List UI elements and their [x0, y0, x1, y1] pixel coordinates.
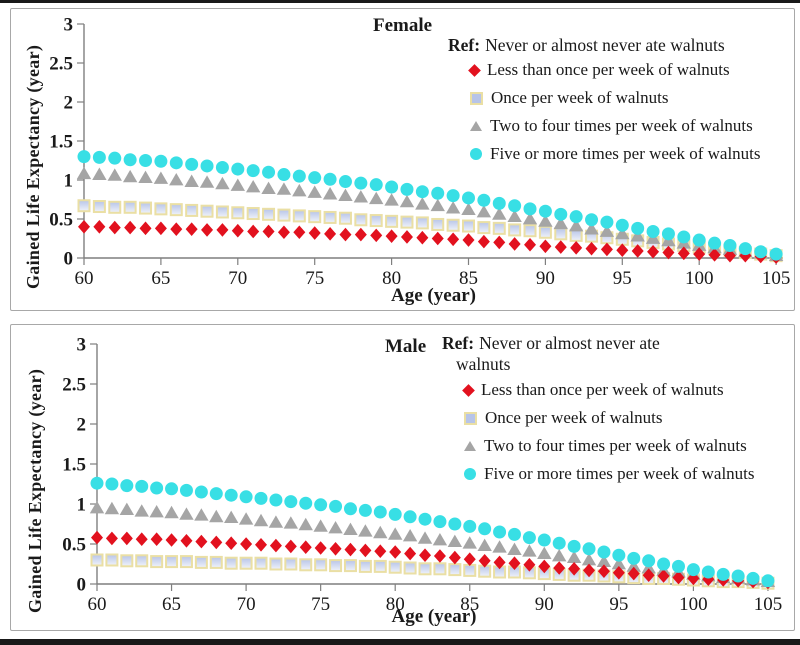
- legend-items: Less than once per week of walnuts Once …: [462, 379, 755, 485]
- figure-top-border: [0, 0, 800, 3]
- svg-text:65: 65: [162, 594, 181, 615]
- circle-marker-icon: [464, 468, 476, 480]
- legend-ref-label: Ref:: [448, 35, 481, 55]
- svg-text:2.5: 2.5: [62, 375, 86, 396]
- legend-item: Five or more times per week of walnuts: [464, 463, 755, 485]
- legend-item: Five or more times per week of walnuts: [470, 143, 761, 165]
- svg-text:1.5: 1.5: [49, 132, 73, 153]
- legend-item: Less than once per week of walnuts: [468, 59, 761, 81]
- male-x-axis-label: Age (year): [391, 606, 477, 627]
- legend-item-label: Five or more times per week of walnuts: [484, 464, 755, 483]
- svg-text:95: 95: [609, 594, 628, 615]
- svg-text:75: 75: [311, 594, 330, 615]
- legend-reference-line-2: walnuts: [456, 354, 511, 374]
- square-marker-icon: [464, 411, 477, 425]
- svg-text:80: 80: [386, 594, 405, 615]
- female-legend: Ref: Never or almost never ate walnuts Le…: [448, 35, 761, 171]
- svg-text:100: 100: [685, 268, 714, 289]
- svg-text:85: 85: [460, 594, 479, 615]
- diamond-marker-icon: [462, 383, 475, 397]
- male-y-axis-label: Gained Life Expectancy (year): [25, 368, 45, 614]
- female-y-axis-label: Gained Life Expectancy (year): [23, 44, 43, 290]
- diamond-marker-icon: [468, 63, 481, 77]
- male-chart-title: Male: [385, 336, 427, 357]
- svg-text:1.5: 1.5: [62, 455, 86, 476]
- svg-text:105: 105: [762, 268, 791, 289]
- svg-text:95: 95: [613, 268, 632, 289]
- legend-reference-line: Ref: Never or almost never ate walnuts: [448, 35, 761, 56]
- legend-ref-text: Never or almost never ate: [479, 333, 660, 353]
- figure-bottom-border: [0, 639, 800, 645]
- legend-item-label: Once per week of walnuts: [491, 88, 669, 107]
- male-chart-plot: 0 0.5 1 1.5 2 2.5 3 60 65 70 75 80 85 90 95 100 105: [62, 335, 783, 616]
- female-chart-title: Female: [373, 15, 433, 36]
- male-legend: Ref: Never or almost never ate walnuts Le…: [442, 333, 755, 491]
- legend-ref-text: Never or almost never ate walnuts: [485, 35, 725, 55]
- svg-text:100: 100: [679, 594, 708, 615]
- circle-marker-icon: [470, 148, 482, 160]
- legend-item-label: Less than once per week of walnuts: [481, 380, 724, 399]
- legend-reference-line: Ref: Never or almost never ate: [442, 333, 755, 354]
- legend-item-label: Five or more times per week of walnuts: [490, 144, 761, 163]
- svg-text:0.5: 0.5: [62, 535, 86, 556]
- female-x-axis-label: Age (year): [391, 285, 476, 306]
- svg-text:70: 70: [237, 594, 256, 615]
- female-chart-plot: 0 0.5 1 1.5 2 2.5 3 60 65 70 75 80 85 90 95 100 105: [49, 15, 791, 290]
- legend-item-label: Two to four times per week of walnuts: [490, 116, 753, 135]
- svg-text:60: 60: [75, 268, 94, 289]
- svg-text:0: 0: [77, 575, 87, 596]
- male-chart-panel: 0 0.5 1 1.5 2 2.5 3 60 65 70 75 80 85 90 95 100 105 Male…: [10, 324, 795, 631]
- svg-text:65: 65: [151, 268, 170, 289]
- legend-ref-label: Ref:: [442, 333, 475, 353]
- legend-item: Once per week of walnuts: [464, 407, 755, 429]
- svg-text:1: 1: [77, 495, 87, 516]
- svg-text:90: 90: [535, 594, 554, 615]
- svg-text:90: 90: [536, 268, 555, 289]
- svg-text:2.5: 2.5: [49, 54, 73, 75]
- svg-text:80: 80: [382, 268, 401, 289]
- legend-item-label: Once per week of walnuts: [485, 408, 663, 427]
- svg-text:0.5: 0.5: [49, 210, 73, 231]
- female-chart-panel: 0 0.5 1 1.5 2 2.5 3 60 65 70 75 80 85 90 95 100 105 Fema…: [10, 8, 795, 311]
- svg-text:105: 105: [754, 594, 783, 615]
- legend-item: Two to four times per week of walnuts: [464, 435, 755, 457]
- legend-item: Two to four times per week of walnuts: [470, 115, 761, 137]
- square-marker-icon: [470, 91, 483, 105]
- svg-text:2: 2: [64, 93, 74, 114]
- triangle-marker-icon: [464, 441, 476, 451]
- svg-text:1: 1: [64, 171, 74, 192]
- svg-text:3: 3: [77, 335, 87, 356]
- svg-text:2: 2: [77, 415, 87, 436]
- legend-item: Once per week of walnuts: [470, 87, 761, 109]
- legend-items: Less than once per week of walnuts Once …: [468, 59, 761, 165]
- svg-text:70: 70: [228, 268, 247, 289]
- svg-text:75: 75: [305, 268, 324, 289]
- svg-text:85: 85: [459, 268, 478, 289]
- triangle-marker-icon: [470, 121, 482, 131]
- legend-item-label: Two to four times per week of walnuts: [484, 436, 747, 455]
- svg-text:0: 0: [64, 249, 74, 270]
- svg-text:3: 3: [64, 15, 74, 36]
- legend-item-label: Less than once per week of walnuts: [487, 60, 730, 79]
- svg-text:60: 60: [88, 594, 107, 615]
- legend-item: Less than once per week of walnuts: [462, 379, 755, 401]
